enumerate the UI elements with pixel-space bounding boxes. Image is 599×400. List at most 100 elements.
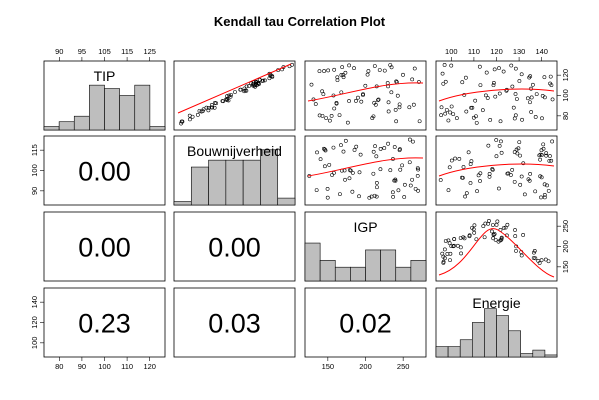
scatter-point (491, 236, 496, 241)
scatter-point (339, 143, 343, 148)
scatter-point (443, 111, 448, 116)
scatter-point (513, 228, 517, 232)
histogram-bar (277, 197, 296, 206)
scatter-point (373, 102, 378, 107)
scatter-point (542, 75, 547, 80)
scatter-point (461, 165, 466, 169)
scatter-point (212, 105, 217, 110)
scatter-point (533, 115, 538, 119)
scatter-point (313, 102, 318, 106)
scatter-point (341, 149, 346, 154)
scatter-point (505, 222, 510, 227)
scatter-point (233, 90, 237, 94)
panel-bouwnijverheid-energie (435, 135, 558, 206)
scatter-point (339, 72, 344, 77)
scatter-point (325, 186, 330, 191)
histogram-bar (242, 159, 261, 206)
scatter-point (469, 105, 474, 110)
smoother-line (438, 88, 555, 102)
histogram-bar (190, 166, 209, 206)
scatter-point (550, 97, 555, 102)
scatter-point (317, 69, 322, 74)
scatter-point (510, 84, 515, 89)
scatter-point (402, 195, 407, 199)
scatter-point (320, 113, 325, 118)
scatter-point (322, 69, 326, 73)
scatter-point (391, 194, 395, 199)
scatter-point (477, 64, 482, 69)
scatter-point (187, 113, 192, 118)
scatter-point (358, 152, 363, 157)
scatter-point (533, 256, 538, 261)
scatter-point (353, 99, 358, 103)
scatter-point (221, 99, 225, 104)
scatter-point (242, 86, 247, 91)
scatter-point (532, 248, 537, 253)
histogram-bar (334, 266, 351, 282)
scatter-point (417, 80, 421, 84)
scatter-point (490, 167, 495, 171)
histogram-bar (304, 242, 321, 282)
scatter-point (475, 189, 479, 194)
scatter-point (471, 115, 476, 120)
histogram-bar (508, 330, 522, 358)
axis-right-igp: 150 200 250 (557, 220, 570, 273)
scatter-point (464, 109, 469, 114)
scatter-point (543, 257, 548, 262)
axis-tick-label: 110 (121, 362, 133, 371)
scatter-point (451, 244, 456, 249)
scatter-point (443, 79, 448, 84)
scatter-point (322, 164, 327, 169)
panel-energie-energie: Energie (435, 287, 558, 358)
scatter-point (373, 144, 377, 149)
axis-top-tip: 90 95 105 115 125 (55, 47, 156, 61)
scatter-point (468, 181, 473, 185)
scatter-point (228, 94, 233, 99)
scatter-point (438, 178, 443, 182)
correlation-value: 0.00 (208, 233, 261, 263)
scatter-point (408, 137, 412, 142)
scatter-point (491, 80, 496, 85)
scatter-point (416, 188, 420, 193)
scatter-point (509, 63, 514, 68)
histogram-bar (119, 95, 136, 131)
scatter-point (324, 116, 329, 121)
scatter-point (335, 75, 340, 80)
scatter-point (455, 243, 460, 248)
scatter-point (498, 119, 503, 124)
panel-igp-igp: IGP (304, 211, 427, 282)
scatter-point (253, 79, 258, 84)
scatter-point (478, 171, 483, 176)
scatter-point (549, 158, 554, 163)
scatter-point (389, 65, 394, 70)
scatter-point (546, 259, 551, 264)
scatter-point (347, 168, 352, 172)
panel-igp-tip: 0.00 (43, 211, 166, 282)
scatter-point (548, 74, 553, 79)
scatter-point (467, 234, 472, 239)
scatter-point (468, 162, 473, 166)
scatter-point (382, 146, 387, 150)
smoother-line (438, 163, 555, 177)
scatter-point (491, 223, 495, 227)
panel-bouwnijverheid-tip: 0.00 (43, 135, 166, 206)
scatter-point (317, 113, 322, 118)
scatter-point (542, 195, 547, 200)
scatter-point (398, 167, 403, 172)
scatter-point (347, 176, 352, 181)
scatter-point (547, 158, 552, 163)
scatter-point (214, 101, 219, 106)
scatter-point (466, 150, 471, 155)
scatter-point (392, 145, 397, 149)
scatter-point (366, 69, 371, 73)
scatter-point (225, 98, 229, 103)
panel-border (304, 135, 427, 206)
scatter-point (195, 112, 200, 117)
scatter-point (478, 179, 482, 183)
scatter-point (334, 100, 339, 105)
scatter-point (323, 148, 328, 153)
scatter-point (517, 140, 522, 144)
scatter-point (529, 95, 534, 100)
scatter-point (539, 195, 543, 200)
histogram-bar (459, 339, 473, 358)
